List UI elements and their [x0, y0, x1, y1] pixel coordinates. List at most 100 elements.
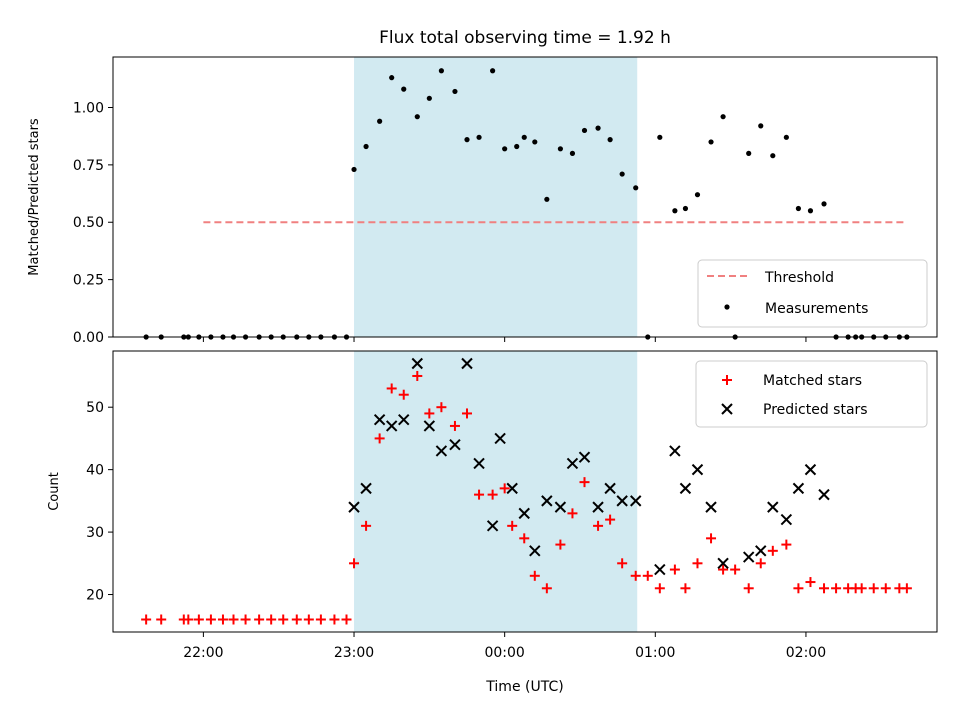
ratio-legend: Threshold Measurements: [697, 259, 928, 328]
measurement-points: [143, 68, 910, 340]
y-tick-label: 30: [86, 525, 104, 541]
measurement-point: [581, 127, 588, 134]
x-tick-label: 23:00: [334, 645, 374, 661]
measurement-point: [438, 68, 444, 74]
predicted-star-point: [348, 501, 360, 513]
measurement-point: [521, 134, 527, 140]
predicted-star-point: [461, 357, 473, 370]
predicted-star-point: [449, 438, 461, 451]
predicted-star-point: [616, 495, 628, 507]
matched-star-point: [266, 614, 277, 625]
y-tick-label: 50: [86, 400, 104, 416]
matched-star-point: [361, 520, 372, 531]
y-tick-label: 1.00: [73, 100, 104, 116]
predicted-star-point: [679, 482, 692, 495]
matched-star-point: [462, 408, 473, 419]
legend-measurements-label: Measurements: [765, 301, 868, 317]
measurement-point: [389, 75, 395, 81]
count-panel: 20 30 40 50 22:00 23:00 00:00 01:00 02:00 Count…: [47, 350, 938, 695]
matched-star-point: [374, 433, 385, 444]
matched-star-point: [487, 489, 498, 500]
legend-measurements-swatch: [724, 304, 730, 310]
y-tick-label: 0.25: [73, 273, 104, 289]
matched-star-point: [205, 614, 216, 625]
measurement-point: [532, 139, 538, 145]
matched-star-point: [228, 614, 239, 625]
matched-star-point: [529, 570, 540, 581]
ratio-y-axis-label: Matched/Predicted stars: [27, 118, 42, 276]
predicted-star-point: [486, 520, 499, 532]
matched-star-point: [767, 545, 778, 556]
measurement-point: [363, 143, 369, 150]
y-tick-label: 0.00: [73, 330, 104, 346]
count-y-ticks: 20 30 40 50: [86, 400, 113, 604]
matched-star-point: [706, 533, 717, 544]
matched-star-point: [398, 389, 409, 400]
predicted-star-point: [755, 545, 767, 557]
ratio-panel-frame: [112, 56, 938, 338]
matched-star-point: [743, 583, 754, 594]
measurement-point: [720, 114, 726, 120]
predicted-star-point: [630, 495, 642, 507]
predicted-star-point: [473, 457, 485, 470]
measurement-point: [682, 205, 689, 212]
predicted-star-point: [804, 463, 817, 476]
measurement-point: [758, 123, 764, 129]
matched-star-point: [499, 483, 510, 494]
predicted-star-point: [780, 513, 793, 526]
x-tick-label: 02:00: [786, 645, 826, 661]
count-panel-frame: [112, 350, 938, 633]
matched-star-point: [819, 583, 830, 594]
measurement-point: [807, 208, 814, 214]
matched-star-point: [341, 614, 352, 625]
matched-star-point: [183, 614, 194, 625]
measurement-point: [770, 153, 776, 159]
matched-star-point: [141, 614, 152, 625]
matched-star-point: [730, 564, 741, 575]
predicted-star-point: [792, 482, 805, 495]
measurement-point: [490, 68, 496, 74]
matched-star-point: [507, 520, 518, 531]
measurement-point: [783, 134, 789, 140]
matched-star-point: [642, 570, 653, 581]
matched-star-point: [901, 583, 912, 594]
predicted-star-point: [578, 451, 591, 463]
measurement-point: [476, 134, 482, 140]
measurement-point: [544, 196, 550, 202]
predicted-star-points: [348, 357, 830, 576]
matched-star-point: [436, 402, 447, 413]
predicted-star-point: [423, 420, 436, 432]
count-legend-box: [695, 360, 928, 428]
matched-star-point: [755, 558, 766, 569]
matched-star-point: [519, 533, 530, 544]
matched-star-point: [303, 614, 314, 625]
matched-star-point: [680, 583, 691, 594]
matched-star-point: [630, 570, 641, 581]
predicted-star-point: [604, 482, 616, 495]
measurement-point: [502, 146, 508, 152]
predicted-star-point: [541, 495, 553, 507]
matched-star-point: [349, 558, 360, 569]
measurement-point: [607, 137, 613, 143]
matched-star-point: [329, 614, 340, 625]
count-x-ticks: 22:00 23:00 00:00 01:00 02:00: [183, 632, 826, 661]
legend-matched-label: Matched stars: [763, 373, 862, 389]
x-axis-label: Time (UTC): [485, 679, 563, 695]
chart-title: Flux total observing time = 1.92 h: [379, 28, 671, 48]
measurement-point: [514, 143, 520, 150]
matched-star-point: [291, 614, 302, 625]
matched-star-point: [617, 558, 628, 569]
measurement-point: [657, 134, 663, 140]
matched-star-point: [868, 583, 879, 594]
legend-x-marker: [721, 403, 733, 415]
ratio-panel: 0.00 0.25 0.50 0.75 1.00 Flux total observin…: [27, 28, 938, 346]
matched-star-point: [669, 564, 680, 575]
count-legend: Matched stars Predicted stars: [695, 360, 928, 428]
y-tick-label: 0.50: [73, 215, 104, 231]
matched-star-point: [278, 614, 289, 625]
x-tick-label: 01:00: [635, 645, 675, 661]
matched-star-point: [805, 577, 816, 588]
observing-window-shade-top: [354, 57, 638, 337]
predicted-star-point: [669, 445, 681, 457]
measurement-point: [795, 205, 802, 212]
